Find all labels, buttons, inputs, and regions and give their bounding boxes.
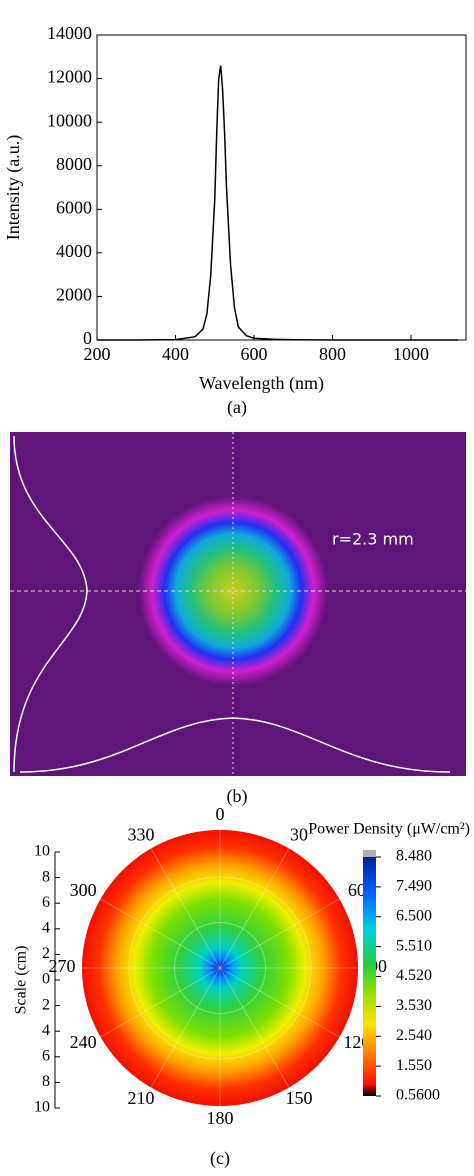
- x-profile: [19, 717, 451, 773]
- colorbar-label: 0.5600: [396, 1087, 440, 1104]
- x-tick-label: 600: [241, 344, 268, 364]
- colorbar-label: 2.540: [396, 1027, 432, 1044]
- x-tick-label: 400: [162, 344, 189, 364]
- y-tick-label: 2: [42, 945, 50, 962]
- y-tick-label: 6: [42, 894, 50, 911]
- y-tick-label: 0: [42, 971, 50, 988]
- y-tick-label: 10000: [47, 110, 92, 130]
- x-axis-label: Wavelength (nm): [199, 373, 324, 394]
- y-profile: [13, 435, 88, 773]
- polar-spoke: [150, 967, 221, 1088]
- annotation: r=2.3 mm: [332, 530, 414, 549]
- angle-label: 30: [290, 824, 308, 844]
- y-axis-label: Scale (cm): [13, 946, 30, 1015]
- angle-label: 330: [128, 824, 155, 844]
- y-tick-label: 12000: [47, 67, 92, 87]
- colorbar-label: 8.480: [396, 848, 432, 865]
- y-tick-label: 14000: [47, 23, 92, 43]
- beam-spot: [138, 496, 328, 686]
- polar-grid: [128, 876, 312, 1060]
- y-tick-label: 4000: [56, 241, 92, 261]
- angle-label: 300: [70, 880, 97, 900]
- y-tick-label: 8: [42, 1073, 50, 1090]
- plot-frame: [96, 34, 467, 341]
- y-tick-label: 4: [42, 919, 50, 936]
- colorbar-label: 7.490: [396, 878, 432, 895]
- polar-spoke: [219, 967, 340, 1038]
- y-tick-label: 0: [83, 328, 92, 348]
- y-tick-label: 6: [42, 1047, 50, 1064]
- x-tick-label: 200: [84, 344, 111, 364]
- y-tick-label: 6000: [56, 197, 92, 217]
- caption: (b): [227, 786, 248, 807]
- colorbar-label: 6.500: [396, 907, 432, 924]
- y-tick-label: 4: [42, 1022, 50, 1039]
- y-tick-label: 8000: [56, 154, 92, 174]
- angle-label: 270: [49, 956, 76, 976]
- spectrum-line: [97, 65, 459, 341]
- x-tick-label: 1000: [393, 344, 429, 364]
- polar-spoke: [100, 967, 221, 1038]
- colorbar-label: 5.510: [396, 937, 432, 954]
- x-tick-label: 800: [319, 344, 346, 364]
- colorbar-label: 4.520: [396, 967, 432, 984]
- angle-label: 180: [207, 1108, 234, 1128]
- caption: (a): [227, 397, 247, 418]
- colorbar: [363, 857, 376, 1096]
- y-tick-label: 10: [34, 1099, 50, 1116]
- angle-label: 210: [128, 1088, 155, 1108]
- polar-spoke: [219, 898, 340, 969]
- heatmap-disk: [82, 830, 358, 1106]
- angle-label: 150: [286, 1088, 313, 1108]
- y-tick-label: 2: [42, 996, 50, 1013]
- polar-spoke: [219, 848, 290, 969]
- polar-grid: [173, 921, 267, 1015]
- colorbar-label: 1.550: [396, 1057, 432, 1074]
- angle-label: 240: [70, 1032, 97, 1052]
- colorbar-title: Power Density (μW/cm²): [308, 821, 470, 838]
- polar-spoke: [219, 967, 290, 1088]
- polar-spoke: [150, 848, 221, 969]
- y-tick-label: 8: [42, 868, 50, 885]
- caption: (c): [210, 1148, 230, 1169]
- polar-spoke: [100, 898, 221, 969]
- y-axis-label: Intensity (a.u.): [3, 135, 24, 240]
- colorbar-label: 3.530: [396, 997, 432, 1014]
- angle-label: 0: [216, 804, 225, 824]
- colorbar-cap: [363, 850, 376, 857]
- angle-label: 60: [348, 880, 366, 900]
- y-tick-label: 2000: [56, 285, 92, 305]
- y-tick-label: 10: [34, 843, 50, 860]
